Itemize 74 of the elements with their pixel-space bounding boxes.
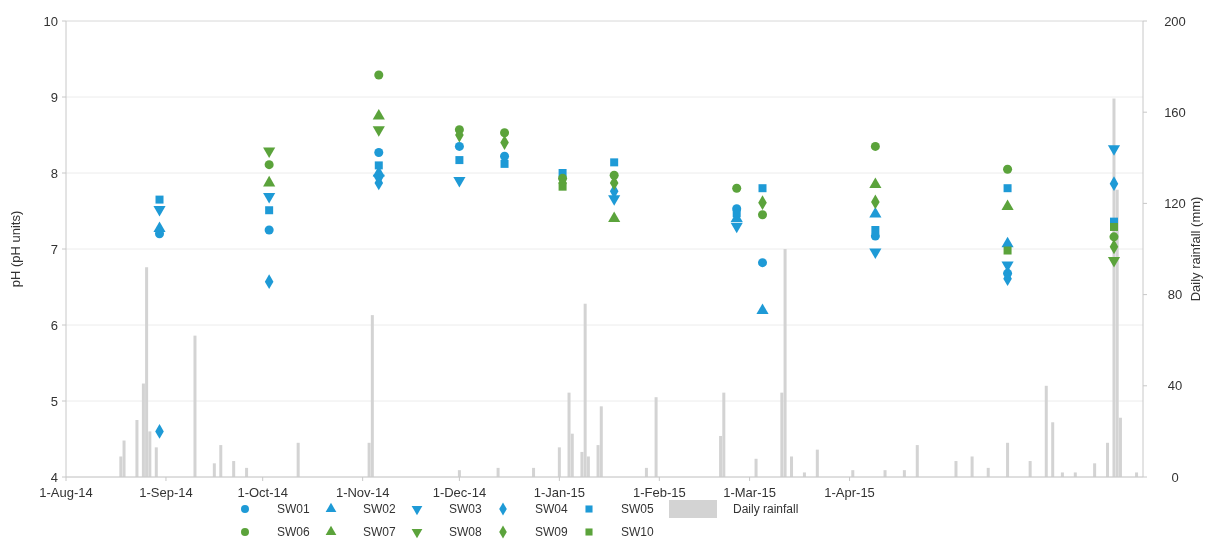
x-tick-label: 1-Feb-15 — [632, 485, 686, 500]
point — [264, 160, 274, 170]
y2-axis-title: Daily rainfall (mm) — [1188, 196, 1203, 302]
y-tick-label: 9 — [50, 89, 58, 105]
point — [869, 248, 882, 260]
point — [374, 70, 384, 80]
x-tick-label: 1-Dec-14 — [432, 485, 487, 500]
point — [758, 184, 767, 193]
point — [454, 141, 464, 151]
point — [265, 206, 274, 215]
legend-label: SW08 — [449, 525, 482, 540]
x-tick-label: 1-Apr-15 — [824, 485, 875, 500]
point — [372, 126, 385, 137]
x-tick-label: 1-Jan-15 — [533, 485, 586, 500]
y-tick-label: 6 — [50, 317, 58, 333]
y-tick-label: 7 — [50, 241, 58, 257]
y2-tick-label: 40 — [1167, 378, 1183, 394]
point — [455, 156, 464, 165]
x-tick-label: 1-Mar-15 — [723, 485, 776, 500]
legend-label: SW04 — [535, 502, 568, 517]
y-axis-title: pH (pH units) — [8, 210, 23, 288]
point — [869, 207, 882, 218]
x-tick-label: 1-Nov-14 — [335, 485, 390, 500]
point — [1003, 184, 1012, 193]
x-tick-label: 1-Sep-14 — [139, 485, 193, 500]
point — [374, 147, 384, 157]
point — [500, 159, 509, 168]
point — [263, 193, 276, 204]
y-tick-label: 5 — [50, 393, 58, 409]
legend-label: SW02 — [363, 502, 396, 517]
y-tick-label: 10 — [43, 13, 58, 29]
y2-tick-label: 80 — [1167, 287, 1183, 303]
point — [1107, 256, 1121, 268]
point — [1001, 236, 1014, 248]
legend-label: SW05 — [621, 502, 654, 517]
x-tick-label: 1-Oct-14 — [237, 485, 288, 500]
point — [1109, 222, 1118, 231]
point — [757, 210, 768, 220]
point — [1109, 232, 1119, 242]
x-tick-label: 1-Aug-14 — [39, 485, 93, 500]
y-tick-label: 4 — [50, 469, 58, 485]
point — [756, 303, 769, 315]
point — [153, 205, 166, 217]
y2-tick-label: 200 — [1164, 13, 1186, 29]
point — [558, 182, 567, 191]
point — [264, 225, 274, 235]
point — [732, 183, 742, 193]
legend-label: SW03 — [449, 502, 482, 517]
y-tick-label: 8 — [50, 165, 58, 181]
y2-tick-label: 160 — [1164, 104, 1186, 120]
point — [1003, 164, 1013, 174]
point — [500, 128, 510, 138]
point — [757, 258, 768, 268]
point — [453, 177, 466, 188]
point — [871, 226, 880, 234]
point — [732, 209, 741, 218]
y2-tick-label: 0 — [1171, 469, 1179, 485]
point — [610, 158, 619, 167]
point — [374, 161, 383, 170]
point — [870, 141, 880, 151]
point — [1003, 246, 1012, 255]
point — [155, 195, 164, 204]
y2-tick-label: 120 — [1164, 195, 1186, 211]
point — [263, 147, 276, 158]
legend-label: SW10 — [621, 525, 654, 540]
legend-label: SW07 — [363, 525, 396, 540]
point — [500, 151, 510, 161]
point — [730, 222, 743, 234]
legend-label: SW01 — [277, 502, 310, 517]
point — [608, 211, 621, 223]
point — [1107, 145, 1121, 156]
legend-label: SW09 — [535, 525, 568, 540]
legend-label: SW06 — [277, 525, 310, 540]
legend-label: Daily rainfall — [733, 502, 799, 517]
